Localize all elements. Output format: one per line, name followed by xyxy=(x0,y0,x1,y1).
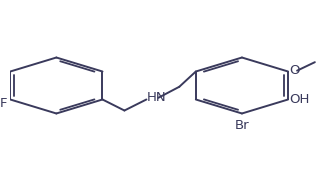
Text: Br: Br xyxy=(235,119,249,132)
Text: F: F xyxy=(0,97,7,110)
Text: O: O xyxy=(290,64,300,77)
Text: HN: HN xyxy=(147,91,166,104)
Text: OH: OH xyxy=(290,93,310,106)
